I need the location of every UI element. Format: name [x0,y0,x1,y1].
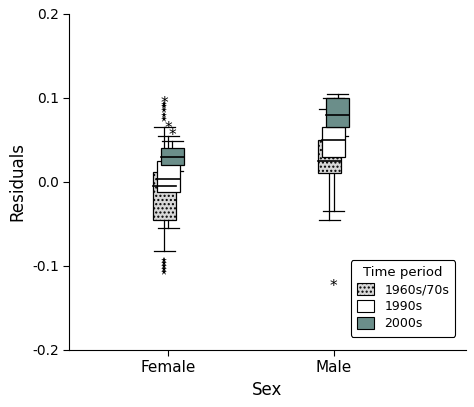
FancyBboxPatch shape [153,172,176,219]
Text: *: * [169,128,176,143]
FancyBboxPatch shape [318,140,341,173]
Text: *: * [330,279,337,294]
FancyBboxPatch shape [157,161,180,192]
FancyBboxPatch shape [161,148,184,165]
Y-axis label: Residuals: Residuals [9,142,27,221]
FancyBboxPatch shape [326,98,349,127]
Text: *: * [164,121,172,136]
Text: *: * [160,96,168,111]
X-axis label: Sex: Sex [252,381,283,399]
FancyBboxPatch shape [322,127,345,157]
Legend: 1960s/70s, 1990s, 2000s: 1960s/70s, 1990s, 2000s [351,260,456,337]
